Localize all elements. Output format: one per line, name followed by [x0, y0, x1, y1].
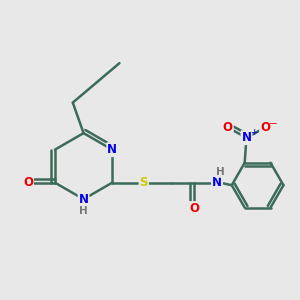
Text: −: − — [269, 119, 278, 129]
Text: N: N — [79, 193, 88, 206]
Text: S: S — [140, 176, 148, 189]
Text: O: O — [23, 176, 33, 189]
Text: O: O — [189, 202, 199, 215]
Text: N: N — [242, 131, 251, 144]
Text: O: O — [223, 121, 233, 134]
Text: N: N — [107, 143, 117, 156]
Text: N: N — [212, 176, 222, 189]
Text: H: H — [215, 167, 224, 177]
Text: +: + — [250, 128, 257, 137]
Text: O: O — [260, 121, 270, 134]
Text: H: H — [79, 206, 88, 216]
